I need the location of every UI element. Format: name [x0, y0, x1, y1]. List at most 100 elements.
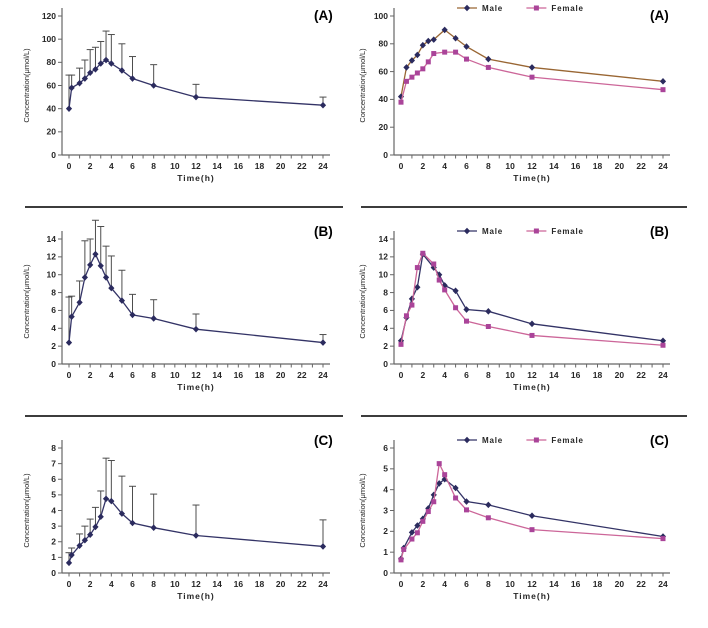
- y-tick-label: 6: [51, 305, 56, 315]
- row-divider: [361, 415, 687, 417]
- series-marker-mean: [150, 315, 157, 322]
- series-marker-male: [528, 512, 536, 520]
- series-marker-male: [452, 287, 459, 295]
- x-tick-label: 8: [486, 161, 491, 171]
- x-tick-label: 16: [234, 161, 244, 171]
- series-marker-female: [464, 56, 469, 62]
- y-tick-label: 2: [383, 526, 388, 536]
- x-tick-label: 10: [170, 579, 180, 589]
- x-tick-label: 10: [505, 161, 515, 171]
- y-tick-label: 8: [51, 443, 56, 453]
- y-tick-label: 6: [51, 474, 56, 484]
- x-tick-label: 18: [255, 579, 265, 589]
- x-tick-label: 0: [399, 161, 404, 171]
- y-axis-ticks: 0 1 2 3 4 5 6 7 8: [51, 443, 62, 578]
- x-tick-label: 20: [615, 579, 625, 589]
- x-tick-label: 6: [130, 161, 135, 171]
- legend-label-female: Female: [551, 227, 583, 236]
- legend-label-female: Female: [551, 436, 583, 445]
- x-tick-label: 24: [658, 579, 668, 589]
- x-tick-label: 20: [615, 370, 625, 380]
- x-axis-title: Time(h): [177, 382, 215, 392]
- series-marker-mean: [150, 82, 157, 89]
- y-tick-label: 6: [383, 305, 388, 315]
- y-axis-ticks: 0 20 40 60 80 100: [374, 11, 394, 160]
- x-tick-label: 4: [109, 161, 114, 171]
- y-axis-ticks: 0 1 2 3 4 5 6: [383, 443, 394, 578]
- series-marker-male: [414, 283, 421, 291]
- x-tick-label: 12: [527, 579, 537, 589]
- series-marker-mean: [97, 262, 104, 270]
- series-marker-mean: [87, 69, 94, 77]
- series-marker-female: [431, 51, 437, 57]
- y-axis-title: Concentration(μmol/L): [358, 473, 367, 548]
- x-tick-label: 18: [255, 161, 265, 171]
- series-marker-male: [430, 36, 437, 43]
- series-line-male: [400, 252, 664, 342]
- x-tick-label: 18: [255, 370, 265, 380]
- x-tick-label: 10: [170, 370, 180, 380]
- axes: [61, 231, 330, 365]
- x-tick-label: 4: [109, 370, 114, 380]
- series-marker-female: [660, 87, 666, 93]
- x-axis-title: Time(h): [177, 591, 215, 601]
- series-line-mean: [68, 252, 324, 344]
- series-marker-female: [431, 499, 437, 505]
- series-marker-female: [403, 313, 409, 319]
- series-marker-mean: [81, 75, 88, 82]
- series-marker-female: [529, 527, 535, 533]
- x-tick-label: 22: [297, 370, 307, 380]
- series-marker-male: [528, 64, 536, 71]
- x-tick-label: 18: [593, 370, 603, 380]
- x-tick-label: 20: [276, 370, 286, 380]
- error-bars: [65, 457, 327, 564]
- series-marker-mean: [118, 297, 126, 304]
- row-divider: [25, 206, 343, 208]
- series-marker-female: [409, 536, 415, 542]
- x-tick-label: 2: [420, 370, 425, 380]
- x-tick-label: 22: [297, 579, 307, 589]
- series-marker-male: [659, 78, 667, 85]
- series-marker-female: [453, 49, 459, 55]
- series-marker-female: [398, 341, 404, 347]
- x-tick-label: 24: [318, 370, 328, 380]
- legend-marker-female: [533, 5, 539, 11]
- series-marker-mean: [87, 261, 94, 269]
- panel-label: (A): [650, 8, 669, 23]
- series-marker-mean: [102, 56, 110, 64]
- y-tick-label: 8: [51, 287, 56, 297]
- x-tick-label: 10: [505, 579, 515, 589]
- y-tick-label: 12: [47, 252, 57, 262]
- series-marker-mean: [65, 559, 73, 567]
- x-tick-label: 6: [464, 370, 469, 380]
- x-axis-ticks: 0 2 4 6 8 10 12 14 16 18 20 22 24: [67, 155, 328, 171]
- series-marker-mean: [108, 497, 115, 505]
- x-tick-label: 6: [130, 579, 135, 589]
- panel-label: (B): [650, 224, 669, 239]
- x-tick-label: 14: [212, 161, 222, 171]
- x-tick-label: 6: [464, 161, 469, 171]
- series-marker-female: [414, 530, 420, 536]
- panel-label: (C): [314, 433, 333, 448]
- x-tick-label: 14: [549, 161, 559, 171]
- y-tick-label: 14: [379, 234, 389, 244]
- legend-label-male: Male: [482, 4, 503, 13]
- x-tick-label: 16: [571, 161, 581, 171]
- x-tick-label: 24: [318, 579, 328, 589]
- series-marker-female: [464, 507, 469, 513]
- series-marker-male: [485, 308, 492, 315]
- legend-label-male: Male: [482, 436, 503, 445]
- series-marker-male: [485, 55, 492, 63]
- y-tick-label: 0: [383, 568, 388, 578]
- series-marker-female: [485, 515, 491, 521]
- series-marker-female: [442, 472, 448, 478]
- series-marker-mean: [68, 84, 75, 92]
- x-tick-label: 24: [658, 161, 668, 171]
- y-tick-label: 10: [379, 270, 389, 280]
- series-marker-mean: [118, 67, 126, 74]
- series-marker-mean: [76, 299, 83, 306]
- series-marker-female: [660, 536, 666, 542]
- x-axis-ticks: 0 2 4 6 8 10 12 14 16 18 20 22 24: [67, 573, 328, 589]
